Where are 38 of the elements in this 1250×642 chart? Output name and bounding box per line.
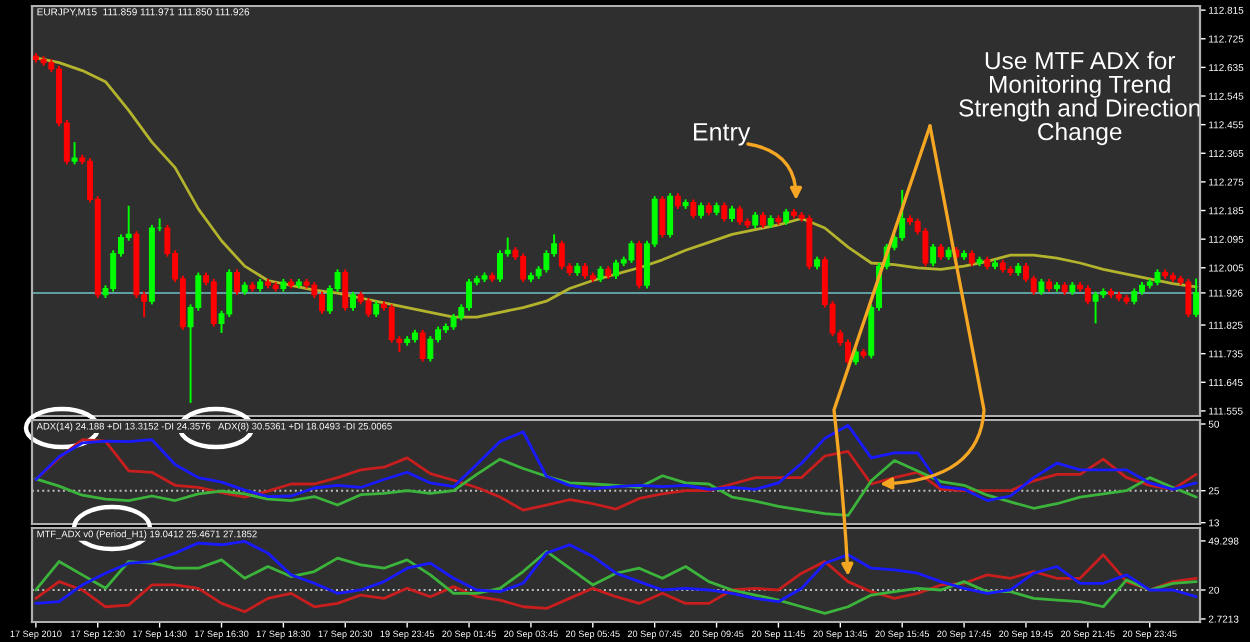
candlestick xyxy=(1092,290,1099,325)
candlestick xyxy=(1185,277,1192,319)
line-series xyxy=(34,423,1198,502)
candlestick xyxy=(667,192,674,239)
candlestick xyxy=(636,239,643,290)
candlestick xyxy=(690,198,697,220)
candlestick xyxy=(845,338,852,366)
line-series xyxy=(34,457,1198,517)
candlestick xyxy=(226,268,233,319)
candlestick xyxy=(659,195,666,239)
candlestick xyxy=(234,268,240,296)
line-series xyxy=(34,540,1198,605)
candlestick xyxy=(930,242,937,268)
candlestick xyxy=(419,328,426,363)
candlestick xyxy=(497,249,503,284)
candlestick xyxy=(1023,262,1029,284)
candlestick xyxy=(319,290,326,315)
candlestick xyxy=(1030,274,1037,296)
candlestick xyxy=(1084,284,1091,306)
candlestick xyxy=(736,204,743,226)
candlestick xyxy=(342,268,349,312)
annotation: Entry xyxy=(694,123,751,146)
candlestick xyxy=(365,297,372,319)
candlestick xyxy=(721,201,728,223)
candlestick xyxy=(71,141,78,166)
candlestick xyxy=(1193,277,1200,319)
candlestick xyxy=(806,214,813,271)
candlestick xyxy=(520,252,527,284)
candlestick xyxy=(466,277,472,312)
candlestick xyxy=(613,258,619,280)
candlestick xyxy=(350,290,356,312)
candlestick xyxy=(210,277,217,328)
candlestick xyxy=(543,249,550,274)
candlestick xyxy=(628,239,635,264)
candlestick xyxy=(427,335,434,363)
candlestick xyxy=(558,239,565,271)
annotation: Use MTF ADX for Monitoring Trend Strength and Direction Change xyxy=(959,51,1200,146)
candlestick xyxy=(388,303,395,344)
